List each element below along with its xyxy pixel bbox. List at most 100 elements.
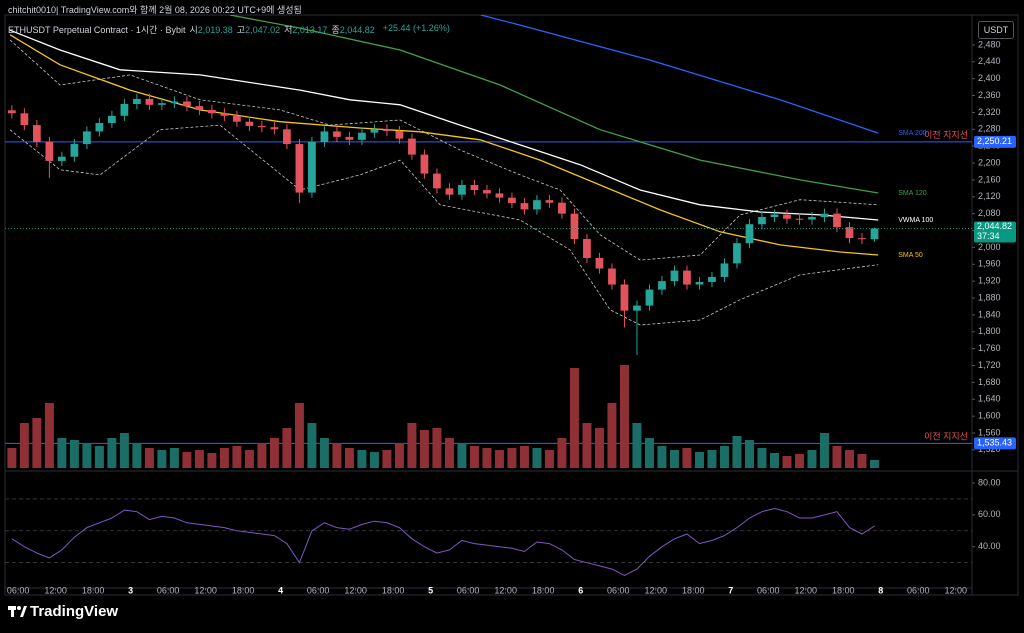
candle-body (258, 125, 266, 128)
candle-body (95, 122, 104, 132)
volume-bar (807, 450, 817, 468)
x-tick-label: 06:00 (907, 585, 930, 595)
y-tick-label: 1,800 (978, 326, 1001, 336)
volume-bar (57, 438, 67, 468)
candle-body (133, 98, 141, 104)
candle-body (558, 202, 566, 214)
volume-bar (469, 446, 479, 468)
volume-bar (519, 446, 529, 468)
y-tick-label: 2,360 (978, 90, 1001, 100)
candle-body (758, 217, 766, 225)
volume-bar (419, 430, 429, 468)
candle-body (495, 193, 504, 198)
ma-name: SMA 200 (898, 130, 927, 137)
brand: TradingView (30, 603, 119, 620)
y-tick-label: 2,120 (978, 191, 1001, 201)
candle-body (58, 156, 66, 161)
band-line (9, 124, 879, 326)
candle-body (858, 238, 866, 240)
candle-body (158, 103, 166, 105)
volume-bar (532, 448, 542, 468)
ohlc-item: 고2,047.02 (237, 25, 280, 35)
x-tick-label: 18:00 (832, 585, 855, 595)
candle-body (770, 214, 779, 218)
candle-body (8, 110, 16, 114)
band-line (9, 39, 879, 261)
candle-body (608, 268, 616, 285)
price-box-label: 1,535.43 (977, 438, 1012, 448)
volume-bar (844, 450, 854, 468)
volume-bar (432, 428, 442, 468)
volume-bar (607, 403, 617, 468)
volume-bar (194, 450, 204, 468)
volume-bar (294, 403, 304, 468)
volume-bar (357, 450, 367, 468)
volume-bar (794, 454, 804, 468)
volume-bar (832, 446, 842, 468)
x-tick-label: 12:00 (44, 585, 67, 595)
volume-bar (219, 448, 229, 468)
ma-name: VWMA 100 (898, 217, 933, 224)
last-price-box (974, 221, 1016, 243)
x-tick-label: 18:00 (382, 585, 405, 595)
x-tick-label: 06:00 (7, 585, 30, 595)
support-name: 이전 지지선 (924, 130, 968, 140)
y-tick-label: 2,400 (978, 73, 1001, 83)
volume-bar (694, 452, 704, 468)
x-tick-label: 12:00 (494, 585, 517, 595)
candle-body (233, 115, 241, 122)
candle-body (83, 131, 91, 145)
ohlc: 시2,019.38 고2,047.02 저2,013.17 종2,044.82 (189, 23, 378, 36)
candle-body (870, 228, 879, 240)
volume-bar (44, 403, 54, 468)
currency-button[interactable]: USDT (978, 21, 1014, 39)
ma-name: SMA 120 (898, 190, 927, 197)
volume-bar (457, 443, 467, 468)
x-tick-label: 06:00 (757, 585, 780, 595)
y-tick-label: 2,160 (978, 174, 1001, 184)
ma-line (9, 29, 879, 221)
candle-body (320, 131, 329, 142)
y-tick-label: 2,320 (978, 107, 1001, 117)
ma-name: SMA 50 (898, 252, 923, 259)
y-tick-label: 2,280 (978, 124, 1001, 134)
volume-bar (444, 438, 454, 468)
candle-body (708, 276, 716, 282)
y-tick-label: 1,640 (978, 394, 1001, 404)
caption: chitchit0010| TradingView.com와 함께 2월 08,… (8, 5, 302, 15)
ohlc-item: 저2,013.17 (284, 25, 327, 35)
volume-bar (407, 423, 417, 468)
volume-bar (132, 443, 142, 468)
volume-bar (257, 443, 267, 468)
ohlc-value: 2,013.17 (292, 25, 328, 35)
volume-bar (482, 448, 492, 468)
y-tick-label: 60.00 (978, 509, 1001, 519)
candle-body (645, 289, 654, 306)
candle-body (33, 125, 41, 142)
volume-bar (632, 423, 642, 468)
candle-body (658, 281, 666, 290)
volume-bar (744, 440, 754, 468)
volume-bar (382, 450, 392, 468)
volume-bar (232, 446, 242, 468)
candle-body (183, 101, 191, 107)
x-tick-label: 12:00 (194, 585, 217, 595)
volume-bar (344, 448, 354, 468)
x-tick-label: 06:00 (607, 585, 630, 595)
x-tick-label: 7 (728, 585, 733, 595)
volume-bar (144, 448, 154, 468)
change: +25.44 (+1.26%) (382, 23, 450, 33)
volume-bar (32, 418, 42, 468)
volume-bar (69, 440, 79, 468)
candle-body (108, 115, 116, 123)
candle-body (583, 238, 591, 258)
volume-bar (719, 446, 729, 468)
volume-bar (557, 438, 567, 468)
y-tick-label: 1,840 (978, 309, 1001, 319)
candle-body (508, 197, 516, 204)
price-box (974, 135, 1016, 148)
candle-body (295, 144, 304, 193)
x-tick-label: 18:00 (232, 585, 255, 595)
candle-body (795, 218, 804, 220)
candle-body (533, 200, 541, 210)
